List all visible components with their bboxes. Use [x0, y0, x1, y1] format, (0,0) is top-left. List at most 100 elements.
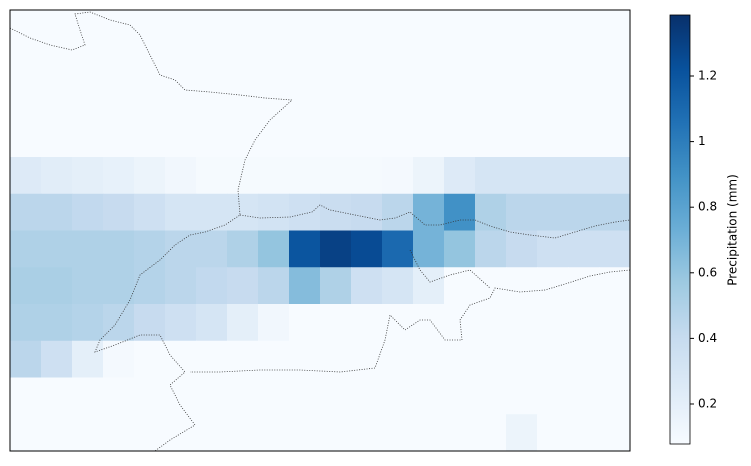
cell	[506, 230, 538, 268]
cell	[258, 414, 290, 451]
cell	[413, 377, 445, 415]
cell	[289, 377, 321, 415]
cell	[258, 46, 290, 84]
cell	[444, 377, 476, 415]
cell	[599, 193, 630, 231]
cell	[537, 267, 569, 305]
cell	[10, 83, 42, 121]
cell	[165, 83, 197, 121]
cell	[103, 120, 135, 158]
cell	[475, 120, 507, 158]
cell	[258, 267, 290, 305]
heatmap	[10, 10, 630, 451]
cell	[103, 83, 135, 121]
cell	[289, 193, 321, 231]
cell	[568, 340, 600, 378]
cell	[72, 46, 104, 84]
cell	[413, 414, 445, 451]
cell	[475, 157, 507, 195]
cell	[413, 340, 445, 378]
cell	[103, 377, 135, 415]
cell	[258, 83, 290, 121]
cell	[227, 377, 259, 415]
map-frame	[9, 9, 631, 452]
cell	[475, 10, 507, 48]
cell	[599, 120, 630, 158]
cell	[41, 46, 73, 84]
cell	[537, 304, 569, 342]
cell	[568, 377, 600, 415]
cell	[72, 83, 104, 121]
cell	[537, 230, 569, 268]
cell	[196, 157, 228, 195]
cell	[103, 193, 135, 231]
cell	[351, 230, 383, 268]
cell	[72, 267, 104, 305]
cell	[351, 267, 383, 305]
cell	[289, 230, 321, 268]
cell	[289, 10, 321, 48]
cell	[10, 46, 42, 84]
cell	[537, 10, 569, 48]
cell	[196, 46, 228, 84]
cell	[475, 83, 507, 121]
cell	[568, 10, 600, 48]
cell	[165, 157, 197, 195]
cell	[41, 157, 73, 195]
cell	[165, 193, 197, 231]
cell	[72, 304, 104, 342]
cell	[10, 193, 42, 231]
cell	[320, 267, 352, 305]
cell	[599, 46, 630, 84]
cell	[320, 10, 352, 48]
cell	[475, 230, 507, 268]
cell	[444, 304, 476, 342]
cell	[227, 230, 259, 268]
cell	[599, 377, 630, 415]
cell	[41, 304, 73, 342]
cell	[506, 46, 538, 84]
cell	[41, 120, 73, 158]
cell	[506, 157, 538, 195]
cell	[227, 304, 259, 342]
country-border	[190, 269, 630, 373]
cell	[165, 230, 197, 268]
cell	[10, 267, 42, 305]
cell	[258, 230, 290, 268]
cell	[413, 193, 445, 231]
cell	[537, 157, 569, 195]
cell	[258, 340, 290, 378]
cell	[134, 120, 166, 158]
cell	[196, 304, 228, 342]
cell	[165, 377, 197, 415]
cell	[320, 83, 352, 121]
cell	[475, 267, 507, 305]
cell	[72, 414, 104, 451]
cell	[165, 120, 197, 158]
cell	[413, 267, 445, 305]
cell	[506, 10, 538, 48]
cell	[320, 304, 352, 342]
cell	[382, 46, 414, 84]
cell	[537, 193, 569, 231]
cell	[227, 46, 259, 84]
cell	[382, 157, 414, 195]
cell	[289, 267, 321, 305]
cell	[72, 120, 104, 158]
cell	[444, 46, 476, 84]
cell	[351, 377, 383, 415]
colorbar	[669, 14, 691, 445]
cell	[41, 267, 73, 305]
cell	[103, 414, 135, 451]
cell	[599, 304, 630, 342]
cell	[10, 340, 42, 378]
colorbar-tick-label: 1	[698, 134, 706, 148]
cell	[444, 157, 476, 195]
cell	[320, 377, 352, 415]
cell	[506, 83, 538, 121]
cell	[227, 267, 259, 305]
cell	[196, 267, 228, 305]
cell	[165, 414, 197, 451]
cell	[289, 340, 321, 378]
cell	[444, 230, 476, 268]
